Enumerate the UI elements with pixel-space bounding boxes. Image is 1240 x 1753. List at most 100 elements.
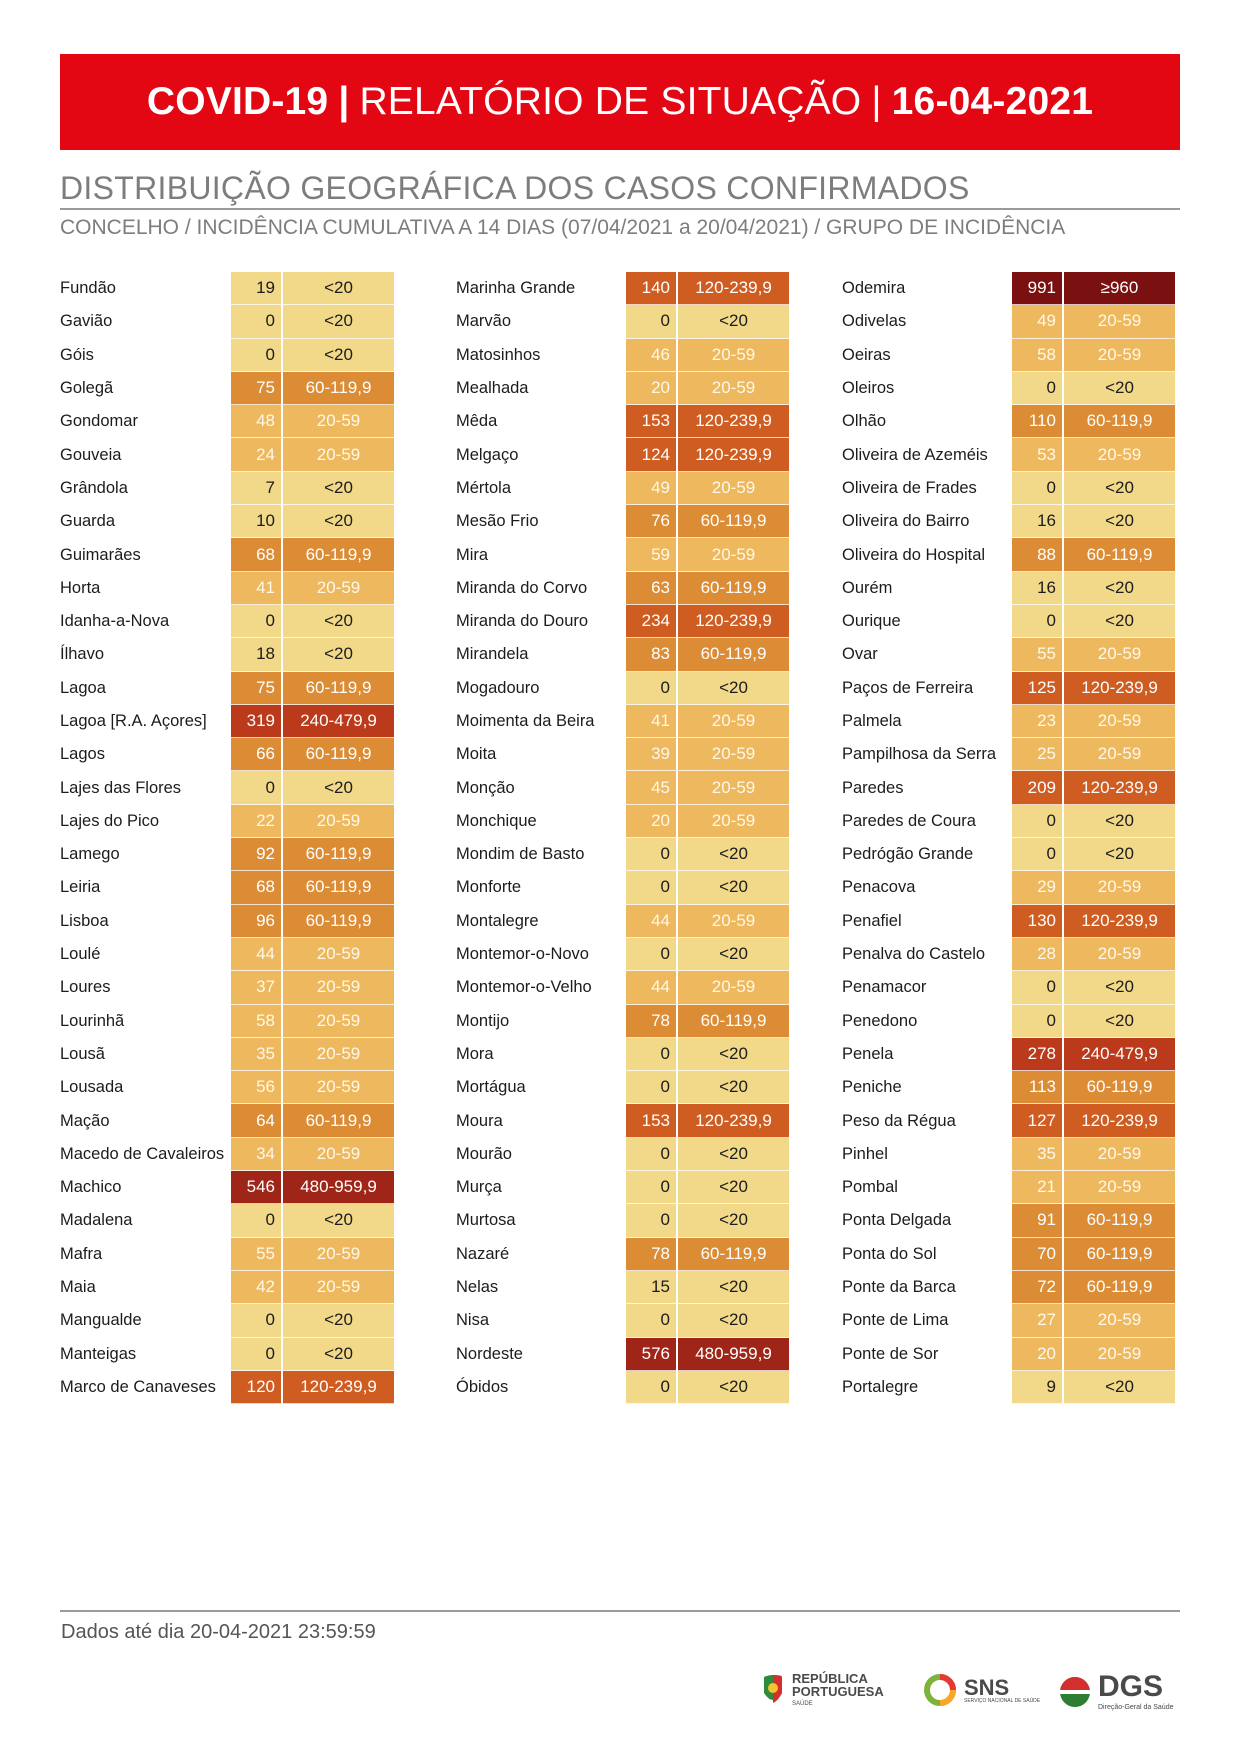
incidence-group: 20-59 [283, 971, 394, 1005]
incidence-group: 60-119,9 [678, 1004, 789, 1038]
sns-logo-name: SNS [964, 1674, 1010, 1700]
incidence-value: 20 [626, 371, 676, 406]
incidence-group: <20 [1064, 838, 1175, 872]
municipality-name: Manteigas [60, 1344, 137, 1363]
municipality-row: Moita 39 20-59 [456, 738, 789, 772]
municipality-name: Oliveira de Frades [842, 478, 977, 497]
municipality-row: Palmela 23 20-59 [842, 704, 1175, 739]
incidence-group: 480-959,9 [678, 1337, 789, 1371]
municipality-column-2: Marinha Grande 140 120-239,9 Marvão 0 <20 Mato… [456, 272, 789, 1405]
municipality-name: Oliveira do Bairro [842, 512, 970, 531]
municipality-row: Lousã 35 20-59 [60, 1037, 394, 1072]
incidence-value: 20 [626, 804, 676, 839]
incidence-group: 20-59 [283, 438, 394, 472]
incidence-value: 78 [626, 1004, 676, 1038]
municipality-row: Lajes do Pico 22 20-59 [60, 804, 394, 839]
municipality-name: Ourém [842, 578, 893, 597]
municipality-row: Loulé 44 20-59 [60, 937, 394, 972]
municipality-name: Portalegre [842, 1377, 919, 1396]
municipality-column-3: Odemira 991 ≥960 Odivelas 49 20-59 Oeiras 58 20-… [842, 272, 1175, 1405]
republica-portuguesa-logo: REPÚBLICA PORTUGUESA SAÚDE [760, 1672, 902, 1707]
incidence-group: 120-239,9 [1064, 771, 1175, 805]
municipality-row: Lamego 92 60-119,9 [60, 838, 394, 872]
municipality-name: Mação [60, 1111, 110, 1130]
incidence-group: 60-119,9 [1064, 1270, 1175, 1305]
dgs-emblem-icon [1060, 1676, 1090, 1707]
incidence-value: 0 [626, 1304, 676, 1338]
municipality-name: Penafiel [842, 911, 902, 930]
incidence-value: 0 [231, 771, 281, 805]
incidence-value: 48 [231, 405, 281, 439]
municipality-row: Mealhada 20 20-59 [456, 371, 789, 406]
municipality-name: Gondomar [60, 412, 138, 431]
municipality-name: Penedono [842, 1011, 918, 1030]
municipality-row: Lagos 66 60-119,9 [60, 738, 394, 772]
incidence-value: 28 [1012, 937, 1062, 972]
incidence-group: <20 [283, 638, 394, 672]
municipality-row: Odemira 991 ≥960 [842, 272, 1175, 306]
municipality-row: Mirandela 83 60-119,9 [456, 638, 789, 672]
incidence-group: 20-59 [1064, 638, 1175, 672]
incidence-value: 46 [626, 338, 676, 372]
incidence-group: 20-59 [283, 405, 394, 439]
municipality-row: Mesão Frio 76 60-119,9 [456, 505, 789, 539]
dgs-logo-name: DGS [1098, 1670, 1164, 1703]
incidence-value: 9 [1012, 1370, 1062, 1405]
incidence-value: 41 [231, 571, 281, 605]
municipality-name: Guarda [60, 512, 116, 531]
incidence-group: 20-59 [1064, 704, 1175, 739]
incidence-value: 319 [231, 704, 281, 739]
incidence-group: 20-59 [1064, 738, 1175, 772]
incidence-value: 78 [626, 1237, 676, 1271]
municipality-row: Nelas 15 <20 [456, 1270, 789, 1305]
municipality-name: Murça [456, 1178, 502, 1197]
incidence-value: 63 [626, 571, 676, 605]
incidence-group: 120-239,9 [1064, 671, 1175, 705]
incidence-value: 153 [626, 405, 676, 439]
incidence-value: 64 [231, 1104, 281, 1138]
incidence-value: 0 [1012, 371, 1062, 406]
incidence-group: <20 [1064, 505, 1175, 539]
incidence-value: 153 [626, 1104, 676, 1138]
municipality-name: Ílhavo [60, 645, 105, 664]
incidence-group: 60-119,9 [283, 1104, 394, 1138]
municipality-name: Nelas [456, 1278, 499, 1297]
municipality-name: Mesão Frio [456, 512, 539, 531]
incidence-group: 60-119,9 [283, 371, 394, 406]
incidence-value: 0 [626, 671, 676, 705]
municipality-row: Penafiel 130 120-239,9 [842, 904, 1175, 938]
municipality-name: Peso da Régua [842, 1111, 956, 1130]
header-covid-label: COVID-19 [146, 80, 329, 123]
incidence-group: 20-59 [678, 471, 789, 506]
municipality-row: Machico 546 480-959,9 [60, 1171, 394, 1205]
incidence-group: <20 [283, 305, 394, 339]
incidence-value: 19 [231, 272, 281, 306]
incidence-value: 15 [626, 1270, 676, 1305]
municipality-name: Loulé [60, 945, 101, 964]
incidence-group: 20-59 [678, 904, 789, 938]
municipality-row: Lisboa 96 60-119,9 [60, 904, 394, 938]
municipality-name: Monchique [456, 811, 537, 830]
incidence-value: 53 [1012, 438, 1062, 472]
municipality-name: Lousã [60, 1044, 105, 1063]
dgs-logo-sub: Direção-Geral da Saúde [1098, 1704, 1174, 1711]
municipality-row: Ponte da Barca 72 60-119,9 [842, 1270, 1175, 1305]
incidence-value: 0 [1012, 838, 1062, 872]
incidence-group: 240-479,9 [283, 704, 394, 739]
municipality-name: Lousada [60, 1078, 124, 1097]
municipality-row: Paredes 209 120-239,9 [842, 771, 1175, 805]
incidence-group: 120-239,9 [678, 1104, 789, 1138]
municipality-row: Odivelas 49 20-59 [842, 305, 1175, 339]
municipality-name: Ponta Delgada [842, 1211, 952, 1230]
incidence-group: 20-59 [283, 1137, 394, 1172]
municipality-name: Loures [60, 978, 111, 997]
incidence-value: 0 [1012, 971, 1062, 1005]
incidence-value: 88 [1012, 538, 1062, 572]
municipality-row: Montemor-o-Novo 0 <20 [456, 937, 789, 972]
municipality-row: Portalegre 9 <20 [842, 1370, 1175, 1405]
municipality-name: Oliveira de Azeméis [842, 445, 988, 464]
incidence-value: 58 [1012, 338, 1062, 372]
municipality-name: Lourinhã [60, 1011, 125, 1030]
municipality-name: Lisboa [60, 911, 109, 930]
incidence-group: 120-239,9 [1064, 1104, 1175, 1138]
